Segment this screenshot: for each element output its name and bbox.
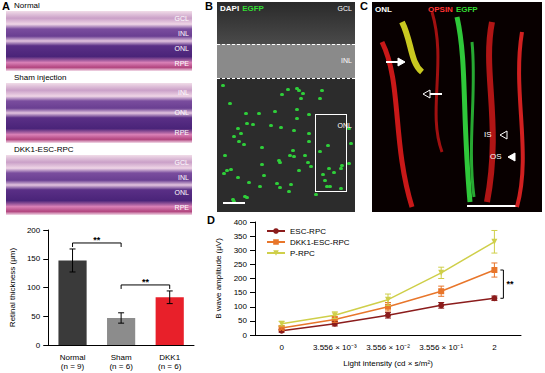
svg-text:200: 200 xyxy=(234,274,248,283)
html-text:RPE: RPE xyxy=(174,203,189,211)
svg-text:0: 0 xyxy=(36,341,41,350)
svg-text:DKK1-ESC-RPC: DKK1-ESC-RPC xyxy=(290,238,350,247)
svg-text:3.556 × 10⁻¹: 3.556 × 10⁻¹ xyxy=(419,343,463,352)
svg-text:Retinal thickness (μm): Retinal thickness (μm) xyxy=(8,248,17,328)
svg-text:150: 150 xyxy=(234,288,248,297)
html-text:B: B xyxy=(205,0,213,12)
svg-text:ESC-RPC: ESC-RPC xyxy=(290,227,326,236)
html-text:OS: OS xyxy=(490,152,502,161)
svg-text:Sham: Sham xyxy=(111,353,132,362)
html-text:ONL: ONL xyxy=(174,44,189,52)
html-text:RPE: RPE xyxy=(174,59,189,67)
svg-text:3.556 × 10⁻³: 3.556 × 10⁻³ xyxy=(313,343,357,352)
html-text:GCL: GCL xyxy=(174,158,189,166)
html-text:ONL: ONL xyxy=(337,122,352,129)
svg-text:(n = 6): (n = 6) xyxy=(158,362,182,371)
svg-text:0: 0 xyxy=(279,343,284,352)
svg-text:**: ** xyxy=(506,279,514,289)
svg-text:B wave amplitude (μV): B wave amplitude (μV) xyxy=(214,238,223,319)
svg-text:**: ** xyxy=(142,277,150,287)
svg-text:50: 50 xyxy=(31,312,40,321)
html-text:INL: INL xyxy=(178,29,189,37)
svg-text:DKK1: DKK1 xyxy=(159,353,180,362)
html-text:DKK1-ESC-RPC: DKK1-ESC-RPC xyxy=(14,145,74,154)
html-text:GCL: GCL xyxy=(337,5,352,12)
svg-text:150: 150 xyxy=(27,254,41,263)
svg-text:350: 350 xyxy=(234,232,248,241)
svg-text:(n = 9): (n = 9) xyxy=(61,362,85,371)
svg-text:0: 0 xyxy=(243,331,248,340)
svg-text:Normal: Normal xyxy=(60,353,86,362)
svg-text:100: 100 xyxy=(27,283,41,292)
html-text:OPSIN EGFP: OPSIN EGFP xyxy=(428,5,478,14)
html-text:GCL: GCL xyxy=(174,14,189,22)
html-text:ONL: ONL xyxy=(375,5,392,14)
html-text:Sham injection: Sham injection xyxy=(14,73,67,82)
svg-text:300: 300 xyxy=(234,246,248,255)
html-text:ONL: ONL xyxy=(174,109,189,116)
html-text:RPE: RPE xyxy=(174,129,189,136)
svg-text:200: 200 xyxy=(27,226,41,235)
svg-text:250: 250 xyxy=(234,260,248,269)
svg-text:3.556 × 10⁻²: 3.556 × 10⁻² xyxy=(366,343,410,352)
html-text:INL: INL xyxy=(341,57,352,64)
svg-text:Light intensity (cd × s/m²): Light intensity (cd × s/m²) xyxy=(343,359,433,368)
svg-text:(n = 6): (n = 6) xyxy=(109,362,133,371)
html-text:ONL: ONL xyxy=(174,188,189,196)
html-text:DAPI EGFP: DAPI EGFP xyxy=(220,4,264,13)
svg-text:2: 2 xyxy=(492,343,497,352)
html-text:A Normal: A Normal xyxy=(2,0,40,12)
html-text:INL: INL xyxy=(178,173,189,181)
svg-text:50: 50 xyxy=(238,316,247,325)
svg-text:400: 400 xyxy=(234,218,248,227)
svg-text:**: ** xyxy=(93,235,101,245)
html-text:D: D xyxy=(207,214,215,226)
svg-text:P-RPC: P-RPC xyxy=(290,249,315,258)
svg-text:100: 100 xyxy=(234,302,248,311)
html-text:C: C xyxy=(360,0,368,12)
html-text:IS: IS xyxy=(484,130,492,139)
html-text:INL: INL xyxy=(178,89,189,96)
